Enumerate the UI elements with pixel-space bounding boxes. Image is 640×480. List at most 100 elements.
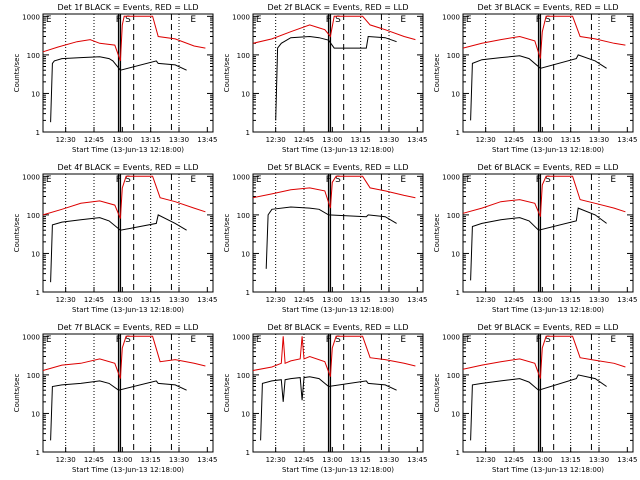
event-marker-letter: E [400, 335, 406, 345]
y-tick-label: 1000 [22, 13, 40, 21]
x-tick-label: 13:15 [351, 136, 371, 144]
x-tick-label: 13:15 [561, 296, 581, 304]
x-tick-label: 13:45 [617, 296, 637, 304]
plot-frame [42, 13, 214, 133]
x-tick-label: 13:15 [351, 456, 371, 464]
series-line-events [275, 35, 397, 121]
event-marker-letter: E [610, 15, 616, 25]
panel-title: Det 9f BLACK = Events, RED = LLD [477, 323, 618, 332]
y-tick-label: 1 [456, 129, 460, 137]
series-line-events [260, 376, 397, 441]
x-tick-label: 12:30 [266, 136, 286, 144]
event-marker-letter: F [536, 15, 541, 25]
x-tick-label: 12:45 [504, 296, 524, 304]
y-tick-label: 1 [246, 289, 250, 297]
x-tick-label: 13:15 [351, 296, 371, 304]
series-line-events [470, 374, 607, 441]
x-tick-label: 13:00 [322, 456, 342, 464]
plot-frame [252, 173, 424, 293]
y-tick-label: 10 [451, 90, 460, 98]
x-tick-label: 13:30 [169, 296, 189, 304]
x-axis-label: Start Time (13-Jun-13 12:18:00) [72, 466, 184, 474]
event-marker-letter: F [116, 15, 121, 25]
event-marker-letter: F [536, 335, 541, 345]
x-tick-label: 13:30 [379, 136, 399, 144]
event-marker-letter: F [326, 15, 331, 25]
event-marker-letter: S [545, 15, 551, 25]
x-tick-label: 13:00 [532, 456, 552, 464]
x-tick-label: 13:45 [197, 296, 217, 304]
event-marker-letter: S [335, 15, 341, 25]
y-tick-label: 100 [27, 372, 40, 380]
x-tick-label: 13:00 [322, 136, 342, 144]
x-tick-label: 13:30 [379, 296, 399, 304]
event-marker-letter: E [256, 15, 262, 25]
y-tick-label: 10 [241, 250, 250, 258]
y-tick-label: 10 [31, 90, 40, 98]
x-tick-label: 13:15 [561, 456, 581, 464]
x-tick-label: 13:45 [197, 456, 217, 464]
y-axis-label: Counts/sec [433, 54, 441, 93]
event-marker-letter: E [46, 335, 52, 345]
x-tick-label: 12:45 [504, 136, 524, 144]
x-axis-label: Start Time (13-Jun-13 12:18:00) [282, 466, 394, 474]
panel-6: Det 6f BLACK = Events, RED = LLD 1 10 100 10… [433, 163, 637, 314]
x-tick-label: 13:45 [407, 296, 427, 304]
panel-1: Det 1f BLACK = Events, RED = LLD 1 10 100 10… [13, 3, 217, 154]
panel-title: Det 8f BLACK = Events, RED = LLD [267, 323, 408, 332]
panel-title: Det 4f BLACK = Events, RED = LLD [57, 163, 198, 172]
y-tick-label: 1000 [22, 333, 40, 341]
x-tick-label: 12:45 [294, 136, 314, 144]
event-marker-letter: S [125, 335, 131, 345]
plot-frame [42, 173, 214, 293]
series-line-lld [42, 15, 206, 62]
x-axis-label: Start Time (13-Jun-13 12:18:00) [282, 146, 394, 154]
x-axis-label: Start Time (13-Jun-13 12:18:00) [492, 466, 604, 474]
x-axis-label: Start Time (13-Jun-13 12:18:00) [72, 146, 184, 154]
x-tick-label: 13:45 [197, 136, 217, 144]
event-marker-letter: E [190, 335, 196, 345]
y-tick-label: 10 [31, 250, 40, 258]
event-marker-letter: E [400, 15, 406, 25]
panel-2: Det 2f BLACK = Events, RED = LLD 1 10 100 10… [223, 3, 427, 154]
y-tick-label: 1000 [442, 173, 460, 181]
event-marker-letter: E [466, 175, 472, 185]
y-axis-label: Counts/sec [223, 54, 231, 93]
panel-title: Det 6f BLACK = Events, RED = LLD [477, 163, 618, 172]
y-tick-label: 100 [27, 212, 40, 220]
panel-3: Det 3f BLACK = Events, RED = LLD 1 10 100 10… [433, 3, 637, 154]
panel-title: Det 2f BLACK = Events, RED = LLD [267, 3, 408, 12]
panel-title: Det 5f BLACK = Events, RED = LLD [267, 163, 408, 172]
x-tick-label: 13:00 [112, 296, 132, 304]
panel-7: Det 7f BLACK = Events, RED = LLD 1 10 100 10… [13, 323, 217, 474]
y-axis-label: Counts/sec [433, 374, 441, 413]
x-tick-label: 13:45 [407, 136, 427, 144]
y-axis-label: Counts/sec [433, 214, 441, 253]
plot-frame [462, 173, 634, 293]
x-tick-label: 12:30 [266, 456, 286, 464]
y-tick-label: 1 [36, 449, 40, 457]
y-tick-label: 1 [36, 129, 40, 137]
x-tick-label: 13:30 [169, 456, 189, 464]
x-tick-label: 12:30 [56, 136, 76, 144]
series-line-events [50, 380, 187, 441]
series-line-events [470, 54, 607, 121]
y-tick-label: 10 [241, 410, 250, 418]
panel-title: Det 7f BLACK = Events, RED = LLD [57, 323, 198, 332]
plot-frame [462, 333, 634, 453]
series-line-events [50, 56, 187, 123]
x-tick-label: 13:30 [589, 296, 609, 304]
event-marker-letter: E [46, 175, 52, 185]
x-tick-label: 13:30 [589, 456, 609, 464]
x-tick-label: 13:30 [379, 456, 399, 464]
event-marker-letter: F [326, 175, 331, 185]
event-marker-letter: E [610, 335, 616, 345]
series-line-lld [462, 335, 626, 379]
event-marker-letter: S [335, 335, 341, 345]
y-tick-label: 1 [456, 449, 460, 457]
x-tick-label: 12:30 [56, 456, 76, 464]
x-tick-label: 13:15 [141, 456, 161, 464]
plot-frame [42, 333, 214, 453]
plot-frame [252, 13, 424, 133]
event-marker-letter: S [125, 175, 131, 185]
